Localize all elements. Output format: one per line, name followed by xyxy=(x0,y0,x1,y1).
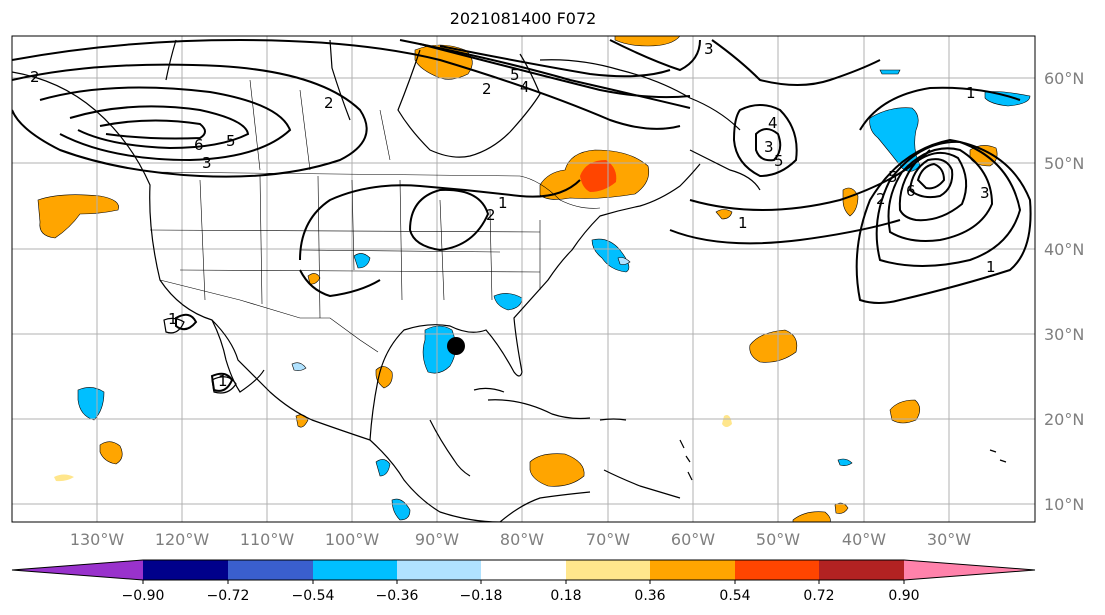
lat-tick: 30°N xyxy=(1044,325,1084,344)
lon-tick: 130°W xyxy=(70,530,125,549)
contour-label: 1 xyxy=(738,214,748,232)
colorbar-bin xyxy=(397,560,481,580)
map-title: 2021081400 F072 xyxy=(449,9,597,28)
contours xyxy=(12,38,1032,392)
storm-center-marker xyxy=(447,337,465,355)
contour-label: 2 xyxy=(30,68,40,86)
colorbar-extend-low xyxy=(12,560,143,580)
contour-label: 4 xyxy=(768,114,778,132)
map-panel xyxy=(12,36,1035,522)
negative-anomaly xyxy=(837,458,853,466)
lon-tick: 90°W xyxy=(415,530,459,549)
colorbar-bin xyxy=(313,560,397,580)
contour-label: 5 xyxy=(510,66,520,84)
lon-tick: 80°W xyxy=(500,530,544,549)
contour-label: 5 xyxy=(774,152,784,170)
contour-label: 3 xyxy=(980,184,990,202)
contour-label: 2 xyxy=(324,94,334,112)
lon-tick: 30°W xyxy=(927,530,971,549)
contour-label: 1 xyxy=(168,310,178,328)
negative-anomaly xyxy=(869,107,921,172)
contour-label: 2 xyxy=(482,80,492,98)
colorbar-bin xyxy=(735,560,819,580)
colorbar-tick: −0.18 xyxy=(460,588,503,604)
lon-tick: 70°W xyxy=(586,530,630,549)
positive-anomaly-strong xyxy=(580,160,617,192)
colorbar-bin xyxy=(143,560,228,580)
lat-tick: 20°N xyxy=(1044,410,1084,429)
positive-anomaly xyxy=(749,329,798,363)
positive-anomaly xyxy=(307,273,321,285)
contour-label: 5 xyxy=(888,168,898,186)
lat-tick: 10°N xyxy=(1044,495,1084,514)
colorbar-tick: 0.72 xyxy=(803,588,834,604)
colorbar: −0.90 −0.72 −0.54 −0.36 −0.18 0.18 0.36 … xyxy=(11,559,1036,604)
colorbar-tick: −0.36 xyxy=(376,588,419,604)
negative-anomaly xyxy=(422,325,456,374)
contour-label: 3 xyxy=(704,40,714,58)
colorbar-tick: 0.90 xyxy=(888,588,919,604)
lon-tick: 60°W xyxy=(671,530,715,549)
colorbar-bin xyxy=(566,560,650,580)
positive-anomaly xyxy=(792,511,831,522)
negative-anomaly xyxy=(291,362,307,371)
contour-label: 2 xyxy=(876,190,886,208)
lat-tick: 60°N xyxy=(1044,69,1084,88)
contour-label: 5 xyxy=(226,132,236,150)
contour-label: 2 xyxy=(486,206,496,224)
contour-labels: 2 6 5 3 2 5 4 3 2 1 3 4 5 1 2 5 6 1 3 1 … xyxy=(30,40,996,390)
lon-tick: 120°W xyxy=(155,530,210,549)
colorbar-bin xyxy=(650,560,735,580)
contour-label: 3 xyxy=(764,138,774,156)
negative-anomaly xyxy=(493,293,523,311)
lon-tick: 110°W xyxy=(240,530,295,549)
positive-anomaly xyxy=(529,453,585,487)
contour-label: 1 xyxy=(986,258,996,276)
lon-tick: 40°W xyxy=(842,530,886,549)
contour-label: 3 xyxy=(202,154,212,172)
positive-anomaly xyxy=(834,502,849,514)
lon-tick: 100°W xyxy=(325,530,380,549)
lat-tick: 50°N xyxy=(1044,154,1084,173)
negative-anomaly xyxy=(353,253,371,269)
contour-label: 1 xyxy=(498,194,508,212)
negative-anomaly xyxy=(984,91,1031,107)
contour-label: 1 xyxy=(218,372,228,390)
positive-anomaly xyxy=(715,209,733,220)
colorbar-bin xyxy=(481,560,566,580)
colorbar-tick: 0.18 xyxy=(550,588,581,604)
colorbar-tick: 0.54 xyxy=(719,588,750,604)
colorbar-tick: 0.36 xyxy=(634,588,665,604)
positive-anomaly xyxy=(889,399,921,424)
negative-anomaly xyxy=(375,459,391,477)
positive-anomaly xyxy=(54,474,74,482)
graticule xyxy=(12,36,1035,522)
colorbar-tick: −0.90 xyxy=(122,588,165,604)
negative-anomaly xyxy=(617,257,631,265)
colorbar-extend-high xyxy=(904,560,1035,580)
colorbar-tick: −0.54 xyxy=(292,588,335,604)
colorbar-bin xyxy=(819,560,904,580)
lat-tick-labels: 60°N 50°N 40°N 30°N 20°N 10°N xyxy=(1044,69,1084,514)
map-frame xyxy=(11,35,1036,523)
contour-label: 6 xyxy=(194,136,204,154)
positive-anomaly xyxy=(614,36,681,47)
contour-label: 4 xyxy=(520,78,530,96)
lon-tick: 50°W xyxy=(756,530,800,549)
contour-label: 6 xyxy=(906,182,916,200)
positive-anomaly xyxy=(99,441,123,465)
lon-tick-labels: 130°W 120°W 110°W 100°W 90°W 80°W 70°W 6… xyxy=(70,530,971,549)
borders xyxy=(149,79,601,353)
contour-label: 1 xyxy=(966,84,976,102)
lat-tick: 40°N xyxy=(1044,240,1084,259)
negative-anomaly xyxy=(879,69,901,75)
colorbar-tick: −0.72 xyxy=(207,588,250,604)
positive-anomaly xyxy=(722,415,732,427)
colorbar-bin xyxy=(228,560,313,580)
